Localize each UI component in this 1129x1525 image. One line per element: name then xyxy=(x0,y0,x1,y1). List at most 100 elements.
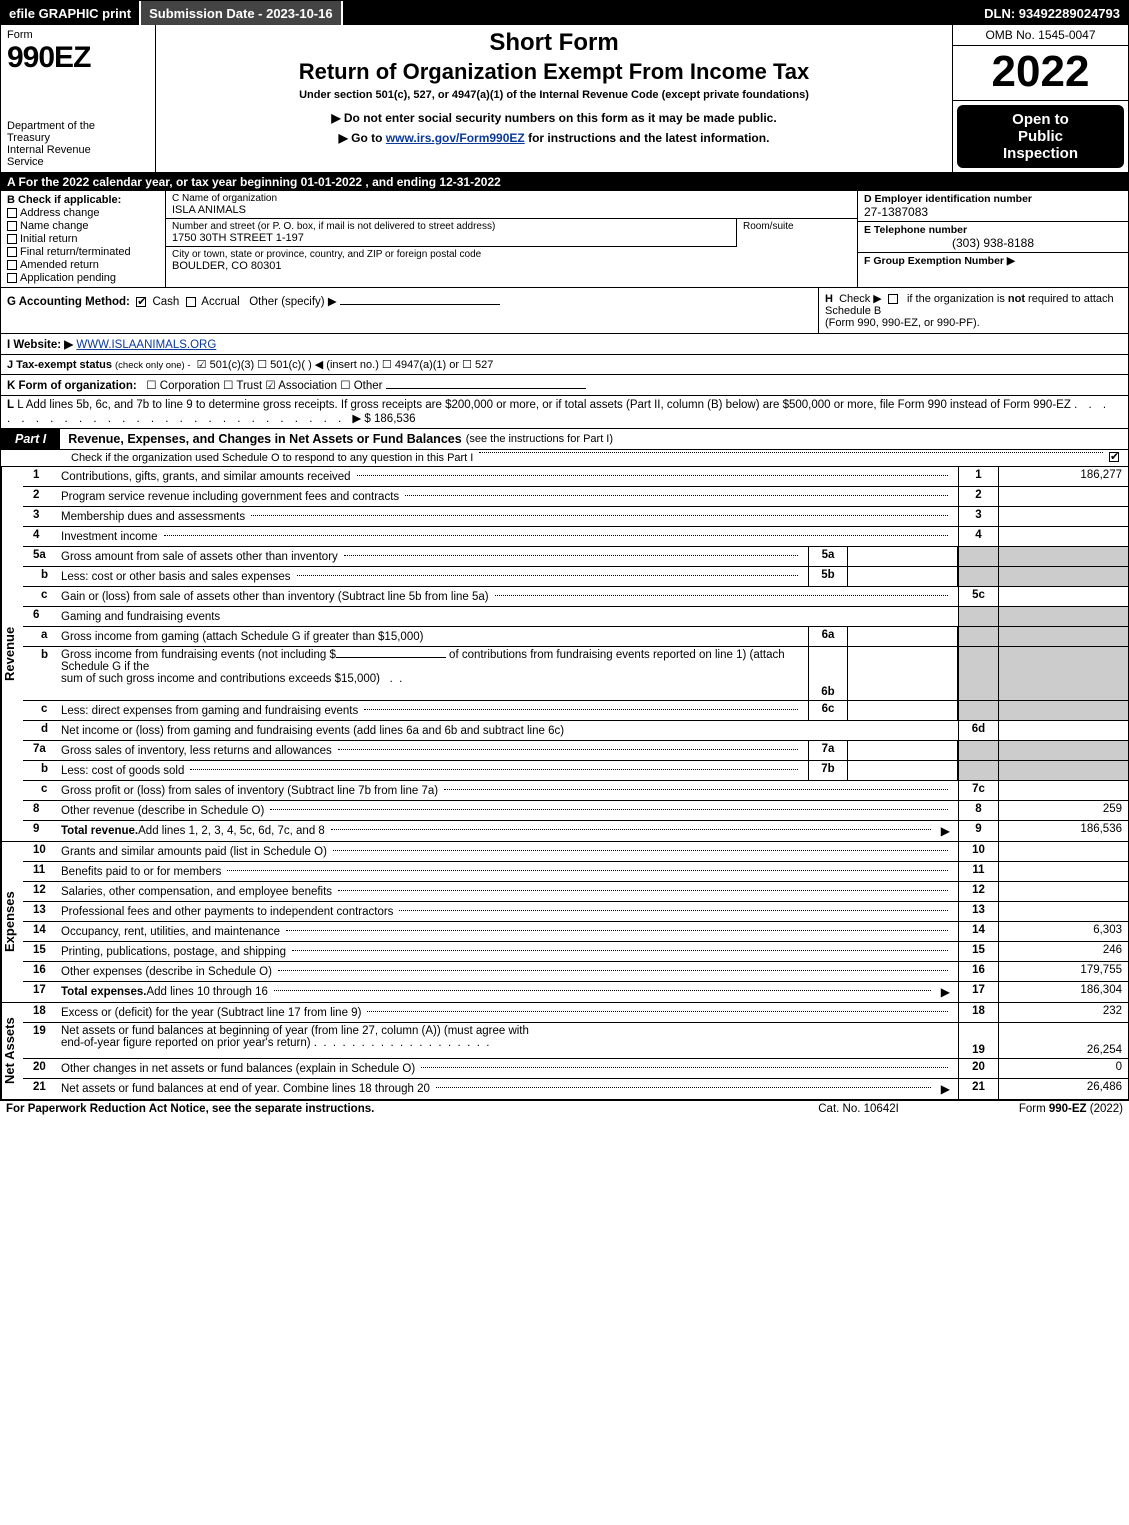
chk-H[interactable] xyxy=(888,294,898,304)
line-16: 16Other expenses (describe in Schedule O… xyxy=(23,962,1128,982)
chk-final-return[interactable]: Final return/terminated xyxy=(7,246,159,258)
chk-address-change[interactable]: Address change xyxy=(7,207,159,219)
line-5c: cGain or (loss) from sale of assets othe… xyxy=(23,587,1128,607)
col-C: C Name of organization ISLA ANIMALS Numb… xyxy=(166,191,858,287)
efile-print: efile GRAPHIC print xyxy=(1,1,141,25)
line-10: 10Grants and similar amounts paid (list … xyxy=(23,842,1128,862)
addr-block: Number and street (or P. O. box, if mail… xyxy=(166,219,737,247)
tax-year: 2022 xyxy=(953,46,1128,101)
line-6a: aGross income from gaming (attach Schedu… xyxy=(23,627,1128,647)
L-amount: ▶ $ 186,536 xyxy=(352,413,415,425)
part-I-header: Part I Revenue, Expenses, and Changes in… xyxy=(1,429,1128,467)
line-14: 14Occupancy, rent, utilities, and mainte… xyxy=(23,922,1128,942)
addr-row: Number and street (or P. O. box, if mail… xyxy=(166,219,857,247)
D-label: D Employer identification number xyxy=(864,193,1122,205)
line-1: 1Contributions, gifts, grants, and simil… xyxy=(23,467,1128,487)
warning-ssn: ▶ Do not enter social security numbers o… xyxy=(164,111,944,125)
chk-application-pending[interactable]: Application pending xyxy=(7,272,159,284)
chk-initial-return[interactable]: Initial return xyxy=(7,233,159,245)
E-value: (303) 938-8188 xyxy=(864,236,1122,250)
goto-prefix: ▶ Go to xyxy=(339,131,386,145)
B-header: B Check if applicable: xyxy=(7,194,121,206)
D-value: 27-1387083 xyxy=(864,205,1122,219)
chk-accrual[interactable] xyxy=(186,297,196,307)
other-specify-line xyxy=(340,304,500,305)
line-6c: cLess: direct expenses from gaming and f… xyxy=(23,701,1128,721)
line-2: 2Program service revenue including gover… xyxy=(23,487,1128,507)
city-block: City or town, state or province, country… xyxy=(166,247,857,274)
room-suite: Room/suite xyxy=(737,219,857,247)
revenue-section: Revenue 1Contributions, gifts, grants, a… xyxy=(1,467,1128,842)
cat-no: Cat. No. 10642I xyxy=(818,1103,899,1115)
line-8: 8Other revenue (describe in Schedule O)8… xyxy=(23,801,1128,821)
expenses-section: Expenses 10Grants and similar amounts pa… xyxy=(1,842,1128,1003)
part-note: (see the instructions for Part I) xyxy=(462,433,613,445)
row-J: J Tax-exempt status (check only one) - ☑… xyxy=(1,355,1128,375)
line-13: 13Professional fees and other payments t… xyxy=(23,902,1128,922)
dln: DLN: 93492289024793 xyxy=(976,6,1128,21)
line-19: 19Net assets or fund balances at beginni… xyxy=(23,1023,1128,1059)
chk-name-change[interactable]: Name change xyxy=(7,220,159,232)
line-21: 21Net assets or fund balances at end of … xyxy=(23,1079,1128,1099)
line-A: A For the 2022 calendar year, or tax yea… xyxy=(1,173,1128,191)
H-block: H Check ▶ if the organization is not req… xyxy=(818,288,1128,333)
top-bar: efile GRAPHIC print Submission Date - 20… xyxy=(1,1,1128,25)
line-15: 15Printing, publications, postage, and s… xyxy=(23,942,1128,962)
K-label: K Form of organization: xyxy=(7,380,137,392)
row-L: L L Add lines 5b, 6c, and 7b to line 9 t… xyxy=(1,396,1128,429)
line-7c: cGross profit or (loss) from sales of in… xyxy=(23,781,1128,801)
vlabel-revenue: Revenue xyxy=(1,467,23,841)
col-B: B Check if applicable: Address change Na… xyxy=(1,191,166,287)
part-tag: Part I xyxy=(1,429,60,449)
L-text: L Add lines 5b, 6c, and 7b to line 9 to … xyxy=(17,399,1071,411)
F-block: F Group Exemption Number ▶ xyxy=(858,253,1128,287)
vlabel-netassets: Net Assets xyxy=(1,1003,23,1099)
J-opts: ☑ 501(c)(3) ☐ 501(c)( ) ◀ (insert no.) ☐… xyxy=(197,359,494,371)
line-5b: bLess: cost or other basis and sales exp… xyxy=(23,567,1128,587)
header-left: Form 990EZ Department of theTreasuryInte… xyxy=(1,25,156,172)
title-short-form: Short Form xyxy=(164,29,944,57)
open-to-public: Open toPublicInspection xyxy=(957,105,1124,168)
chk-cash[interactable] xyxy=(136,297,146,307)
netassets-section: Net Assets 18Excess or (deficit) for the… xyxy=(1,1003,1128,1100)
line-12: 12Salaries, other compensation, and empl… xyxy=(23,882,1128,902)
org-name-block: C Name of organization ISLA ANIMALS xyxy=(166,191,857,219)
J-label: J Tax-exempt status xyxy=(7,359,112,371)
form-number: 990EZ xyxy=(7,41,149,75)
city-value: BOULDER, CO 80301 xyxy=(172,260,851,272)
J-sub: (check only one) - xyxy=(115,360,191,371)
org-name-label: C Name of organization xyxy=(172,193,851,204)
goto-suffix: for instructions and the latest informat… xyxy=(525,131,770,145)
F-label: F Group Exemption Number ▶ xyxy=(864,255,1122,267)
E-block: E Telephone number (303) 938-8188 xyxy=(858,222,1128,253)
chk-amended-return[interactable]: Amended return xyxy=(7,259,159,271)
addr-label: Number and street (or P. O. box, if mail… xyxy=(172,221,730,232)
line-6: 6Gaming and fundraising events xyxy=(23,607,1128,627)
website-link[interactable]: WWW.ISLAANIMALS.ORG xyxy=(76,339,216,351)
line-7b: bLess: cost of goods sold7b xyxy=(23,761,1128,781)
chk-schedO[interactable] xyxy=(1109,452,1119,462)
addr-value: 1750 30TH STREET 1-197 xyxy=(172,232,730,244)
header-center: Short Form Return of Organization Exempt… xyxy=(156,25,953,172)
row-I: I Website: ▶ WWW.ISLAANIMALS.ORG xyxy=(1,334,1128,355)
line-6b: bGross income from fundraising events (n… xyxy=(23,647,1128,701)
city-label: City or town, state or province, country… xyxy=(172,249,851,260)
G-block: G Accounting Method: Cash Accrual Other … xyxy=(1,288,818,333)
org-name: ISLA ANIMALS xyxy=(172,204,851,216)
line-5a: 5aGross amount from sale of assets other… xyxy=(23,547,1128,567)
line-9: 9Total revenue. Add lines 1, 2, 3, 4, 5c… xyxy=(23,821,1128,841)
page-footer: For Paperwork Reduction Act Notice, see … xyxy=(0,1101,1129,1117)
vlabel-expenses: Expenses xyxy=(1,842,23,1002)
G-label: G Accounting Method: xyxy=(7,296,130,308)
header-right: OMB No. 1545-0047 2022 Open toPublicInsp… xyxy=(953,25,1128,172)
line-6d: dNet income or (loss) from gaming and fu… xyxy=(23,721,1128,741)
form-990ez: efile GRAPHIC print Submission Date - 20… xyxy=(0,0,1129,1101)
title-return: Return of Organization Exempt From Incom… xyxy=(164,59,944,85)
D-block: D Employer identification number 27-1387… xyxy=(858,191,1128,222)
line-11: 11Benefits paid to or for members11 xyxy=(23,862,1128,882)
E-label: E Telephone number xyxy=(864,224,1122,236)
line-17: 17Total expenses. Add lines 10 through 1… xyxy=(23,982,1128,1002)
section-B-C-D-E-F: B Check if applicable: Address change Na… xyxy=(1,191,1128,288)
submission-date: Submission Date - 2023-10-16 xyxy=(141,1,343,25)
irs-link[interactable]: www.irs.gov/Form990EZ xyxy=(386,131,525,145)
